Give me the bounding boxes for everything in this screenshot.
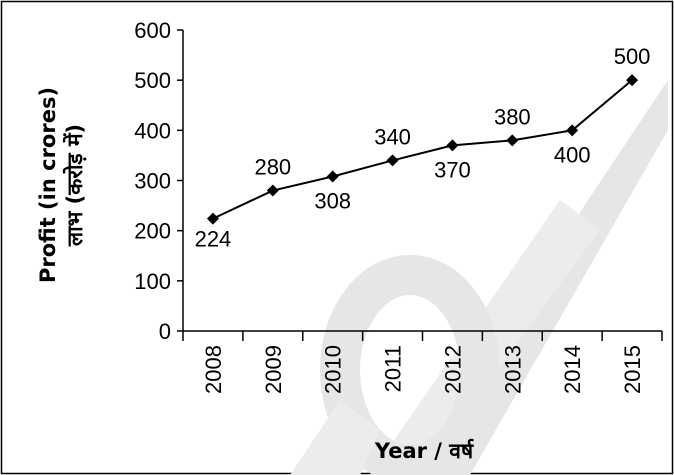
data-label: 308: [314, 188, 351, 213]
data-point-marker: [506, 134, 519, 147]
data-point-marker: [266, 184, 279, 197]
series-layer: 224 280 308 340 370 380 400 500: [195, 44, 651, 251]
data-label: 500: [614, 44, 651, 69]
y-tick-label: 100: [134, 269, 171, 294]
data-point-marker: [326, 170, 339, 183]
data-label: 340: [374, 124, 411, 149]
data-point-marker: [566, 124, 579, 137]
x-tick-label: 2011: [381, 345, 406, 392]
x-tick-label: 2010: [321, 345, 346, 394]
data-point-marker: [626, 74, 639, 87]
y-tick-label: 300: [134, 169, 171, 194]
x-axis-title: Year / वर्ष: [374, 438, 474, 463]
data-point-marker: [386, 154, 399, 167]
y-ticks: 0 100 200 300 400 500 600: [134, 18, 183, 344]
x-tick-label: 2015: [620, 345, 645, 394]
data-label: 280: [254, 155, 291, 180]
data-label: 400: [554, 142, 591, 167]
y-tick-label: 200: [134, 219, 171, 244]
y-axis-title-line2: लाभ (करोड़ में): [62, 124, 87, 247]
y-tick-label: 400: [134, 118, 171, 143]
data-label: 370: [434, 157, 471, 182]
data-label: 224: [195, 227, 232, 252]
x-tick-label: 2008: [201, 345, 226, 394]
y-tick-label: 600: [134, 18, 171, 43]
y-tick-label: 0: [159, 319, 171, 344]
series-line: [212, 79, 633, 220]
x-tick-label: 2014: [560, 345, 585, 394]
x-tick-label: 2013: [500, 345, 525, 394]
y-axis-title-line1: Profit (in crores): [36, 87, 60, 283]
data-point-marker: [206, 212, 219, 225]
data-label: 380: [494, 104, 531, 129]
watermark: [290, 80, 668, 475]
data-point-marker: [446, 139, 459, 152]
x-ticks: 2008 2009 2010 2011 2012 2013 2014 2015: [182, 331, 663, 394]
x-tick-label: 2009: [261, 345, 286, 394]
x-tick-label: 2012: [440, 345, 465, 394]
y-tick-label: 500: [134, 68, 171, 93]
